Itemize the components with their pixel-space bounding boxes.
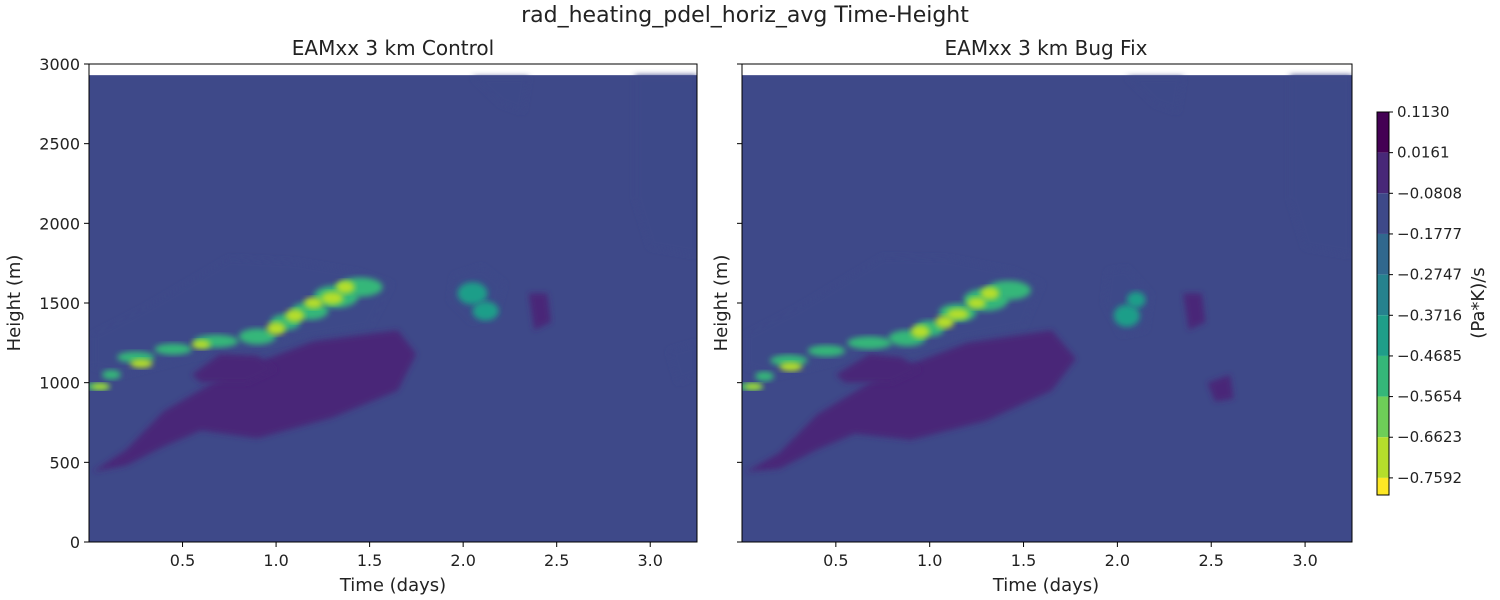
y-axis-label-bug-fix: Height (m) bbox=[711, 255, 732, 352]
contour-region bbox=[745, 330, 1077, 472]
contour-plot-control bbox=[89, 75, 697, 542]
contour-blob bbox=[743, 383, 763, 390]
contour-region bbox=[1207, 374, 1234, 402]
colorbar-tick-label: 0.0161 bbox=[1397, 144, 1450, 162]
y-axis-bug-fix bbox=[737, 63, 742, 543]
colorbar-band bbox=[1377, 233, 1389, 275]
x-tick-label: 1.5 bbox=[1011, 551, 1036, 570]
colorbar-tick-label: −0.2747 bbox=[1397, 266, 1462, 284]
contour-blob bbox=[130, 359, 153, 368]
x-tick-label: 1.5 bbox=[357, 551, 382, 570]
contour-region bbox=[528, 293, 552, 331]
colorbar-band bbox=[1377, 193, 1389, 234]
colorbar-tick-label: −0.6623 bbox=[1397, 428, 1462, 446]
contour-blob bbox=[847, 336, 893, 350]
x-tick-label: 2.0 bbox=[450, 551, 475, 570]
x-tick-label: 2.5 bbox=[1199, 551, 1224, 570]
colorbar-tick-label: −0.0808 bbox=[1397, 184, 1462, 202]
colorbar-band bbox=[1377, 396, 1389, 438]
colorbar-tick-label: 0.1130 bbox=[1397, 103, 1450, 121]
colorbar-band bbox=[1377, 112, 1389, 153]
colorbar-bands bbox=[1377, 112, 1389, 495]
panel-title-control: EAMxx 3 km Control bbox=[292, 36, 494, 60]
contour-blob bbox=[238, 328, 277, 345]
colorbar-tick-label: −0.5654 bbox=[1397, 388, 1462, 406]
contour-blob bbox=[285, 309, 305, 323]
x-tick-label: 3.0 bbox=[1292, 551, 1317, 570]
contour-region bbox=[92, 330, 417, 472]
contour-blob bbox=[90, 383, 110, 390]
contour-region bbox=[668, 342, 697, 383]
y-tick-label: 0 bbox=[70, 533, 80, 552]
contour-plot-bug-fix bbox=[742, 75, 1352, 542]
colorbar-tick-label: −0.3716 bbox=[1397, 306, 1462, 324]
y-tick-label: 3000 bbox=[39, 55, 80, 74]
colorbar-frame bbox=[1376, 111, 1390, 496]
contour-region bbox=[1183, 293, 1206, 331]
contour-blob bbox=[755, 371, 774, 382]
colorbar-tick-label: −0.1777 bbox=[1397, 225, 1462, 243]
panel-bug-fix: EAMxx 3 km Bug Fix 0.5 1.0 1.5 2.0 2.5 3.0 Ti… bbox=[711, 36, 1353, 596]
contour-blob bbox=[154, 343, 192, 355]
y-tick-label: 500 bbox=[49, 453, 80, 472]
contour-region bbox=[472, 76, 529, 112]
colorbar-band bbox=[1377, 274, 1389, 316]
contour-blob bbox=[266, 322, 286, 335]
y-tick-label: 1000 bbox=[39, 374, 80, 393]
x-tick-label: 0.5 bbox=[170, 551, 195, 570]
x-tick-label: 2.5 bbox=[544, 551, 569, 570]
y-tick-label: 1500 bbox=[39, 294, 80, 313]
colorbar: 0.1130 0.0161 −0.0808 −0.1777 −0.2747 −0.3716… bbox=[1376, 103, 1489, 496]
contour-region bbox=[635, 75, 697, 256]
contour-blob bbox=[1126, 291, 1146, 308]
x-tick-label: 1.0 bbox=[263, 551, 288, 570]
x-axis-label-control: Time (days) bbox=[339, 575, 446, 596]
contour-blob bbox=[472, 301, 499, 321]
colorbar-band bbox=[1377, 315, 1389, 356]
colorbar-label: (Pa*K)/s bbox=[1468, 267, 1489, 338]
x-tick-label: 1.0 bbox=[917, 551, 942, 570]
x-tick-label: 2.0 bbox=[1105, 551, 1130, 570]
colorbar-ticks: 0.1130 0.0161 −0.0808 −0.1777 −0.2747 −0.3716… bbox=[1389, 103, 1462, 487]
contour-blob bbox=[335, 280, 355, 294]
colorbar-band bbox=[1377, 355, 1389, 397]
x-axis-bug-fix: 0.5 1.0 1.5 2.0 2.5 3.0 bbox=[823, 542, 1318, 570]
colorbar-band bbox=[1377, 152, 1389, 194]
colorbar-tick-label: −0.7592 bbox=[1397, 469, 1462, 487]
panel-title-bug-fix: EAMxx 3 km Bug Fix bbox=[945, 36, 1148, 60]
colorbar-band bbox=[1377, 437, 1389, 478]
contour-blob bbox=[946, 308, 970, 320]
colorbar-band bbox=[1377, 477, 1389, 495]
contour-blob bbox=[910, 325, 930, 339]
x-tick-label: 0.5 bbox=[823, 551, 848, 570]
contour-region bbox=[1290, 75, 1352, 256]
contour-region bbox=[835, 354, 921, 383]
contour-blob bbox=[770, 354, 808, 366]
contour-blob bbox=[967, 297, 986, 309]
contour-blob bbox=[980, 287, 1000, 300]
x-axis-control: 0.5 1.0 1.5 2.0 2.5 3.0 bbox=[170, 542, 663, 570]
x-tick-label: 3.0 bbox=[638, 551, 663, 570]
contour-blob bbox=[304, 297, 323, 309]
figure-title: rad_heating_pdel_horiz_avg Time-Height bbox=[521, 3, 969, 28]
y-tick-label: 2500 bbox=[39, 135, 80, 154]
contour-blob bbox=[807, 345, 846, 357]
contour-blob bbox=[935, 315, 955, 329]
y-tick-label: 2000 bbox=[39, 214, 80, 233]
contour-region bbox=[1126, 76, 1184, 112]
y-axis-label-control: Height (m) bbox=[4, 255, 25, 352]
contour-blob bbox=[321, 291, 344, 305]
contour-blob bbox=[191, 339, 211, 349]
y-axis-control: 0 500 1000 1500 2000 2500 3000 bbox=[39, 55, 89, 552]
contour-blob bbox=[779, 362, 803, 372]
contour-blob bbox=[102, 369, 121, 380]
x-axis-label-bug-fix: Time (days) bbox=[992, 575, 1099, 596]
panel-control: EAMxx 3 km Control 0.5 1.0 1.5 2.0 2.5 3.0 0 5… bbox=[4, 36, 698, 596]
contour-region bbox=[191, 354, 277, 383]
contour-blob bbox=[457, 282, 488, 305]
colorbar-tick-label: −0.4685 bbox=[1397, 347, 1462, 365]
contour-blob bbox=[1113, 304, 1140, 327]
